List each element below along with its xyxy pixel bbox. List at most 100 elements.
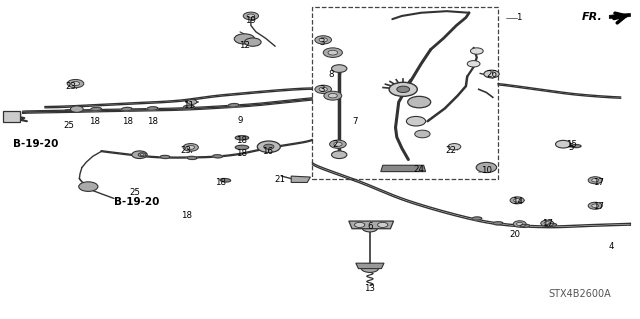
Circle shape [378, 222, 388, 227]
Text: 4: 4 [609, 242, 614, 251]
Circle shape [592, 179, 599, 182]
Circle shape [332, 151, 347, 159]
Circle shape [514, 198, 521, 202]
Circle shape [328, 93, 337, 98]
Circle shape [70, 106, 83, 112]
Circle shape [588, 177, 602, 184]
Circle shape [408, 96, 431, 108]
Text: 5: 5 [569, 143, 574, 152]
Circle shape [406, 116, 426, 126]
Polygon shape [147, 107, 157, 110]
Text: 17: 17 [541, 219, 553, 228]
Polygon shape [349, 221, 394, 229]
Circle shape [244, 38, 261, 46]
Text: 13: 13 [364, 284, 376, 293]
Text: 18: 18 [122, 117, 134, 126]
Text: 18: 18 [181, 211, 193, 220]
Text: 19: 19 [246, 16, 256, 25]
Circle shape [592, 204, 599, 208]
Circle shape [470, 48, 483, 54]
Circle shape [183, 144, 198, 151]
Polygon shape [493, 222, 503, 225]
Circle shape [138, 153, 146, 157]
Text: 21: 21 [275, 175, 286, 184]
Circle shape [243, 12, 259, 20]
Polygon shape [236, 136, 249, 140]
Circle shape [315, 36, 332, 44]
Polygon shape [381, 165, 426, 172]
Circle shape [397, 86, 410, 93]
Circle shape [355, 222, 365, 227]
Polygon shape [236, 145, 249, 150]
Circle shape [315, 85, 332, 93]
Text: 17: 17 [593, 202, 604, 211]
Circle shape [513, 221, 526, 227]
Polygon shape [160, 155, 170, 159]
Circle shape [415, 130, 430, 138]
Text: 18: 18 [215, 178, 227, 187]
Text: 15: 15 [566, 140, 577, 149]
Text: 23: 23 [180, 146, 191, 155]
Circle shape [541, 220, 554, 226]
Polygon shape [571, 145, 581, 148]
Polygon shape [472, 217, 482, 220]
Text: 24: 24 [413, 165, 425, 174]
Text: B-19-20: B-19-20 [13, 139, 58, 149]
Text: 18: 18 [236, 149, 248, 158]
Text: 11: 11 [183, 101, 195, 110]
Circle shape [72, 82, 79, 86]
Circle shape [361, 263, 379, 272]
Circle shape [319, 87, 328, 92]
Circle shape [362, 224, 378, 232]
Polygon shape [184, 105, 194, 108]
Text: 10: 10 [481, 166, 492, 175]
Text: FR.: FR. [582, 11, 603, 22]
Circle shape [264, 144, 274, 149]
Text: 1: 1 [516, 13, 521, 22]
Circle shape [484, 70, 499, 78]
Circle shape [544, 222, 550, 225]
Text: 6: 6 [367, 222, 372, 231]
Circle shape [234, 34, 255, 44]
Circle shape [334, 142, 342, 146]
Polygon shape [291, 176, 310, 182]
Circle shape [319, 38, 328, 42]
Polygon shape [3, 111, 20, 122]
Circle shape [323, 48, 342, 57]
Polygon shape [356, 263, 384, 269]
Text: 12: 12 [239, 41, 250, 50]
Text: 14: 14 [511, 197, 523, 206]
Text: B-19-20: B-19-20 [114, 197, 159, 207]
Circle shape [328, 50, 338, 55]
Text: 20: 20 [509, 230, 521, 239]
Text: STX4B2600A: STX4B2600A [548, 289, 611, 299]
Polygon shape [520, 224, 530, 227]
Circle shape [67, 79, 84, 88]
Circle shape [510, 197, 524, 204]
Polygon shape [122, 107, 132, 111]
Circle shape [332, 65, 347, 72]
Circle shape [389, 82, 417, 96]
Circle shape [187, 145, 195, 149]
Text: 16: 16 [262, 147, 273, 156]
Circle shape [556, 140, 571, 148]
Circle shape [79, 182, 98, 191]
Text: 22: 22 [445, 146, 457, 155]
Text: 18: 18 [89, 117, 100, 126]
Polygon shape [220, 179, 230, 182]
Text: 25: 25 [63, 121, 75, 130]
Text: 25: 25 [129, 188, 140, 197]
Text: 8: 8 [329, 70, 334, 78]
Circle shape [132, 151, 147, 159]
Text: 26: 26 [486, 70, 497, 78]
Text: 18: 18 [147, 117, 158, 126]
Polygon shape [547, 223, 557, 226]
Text: 23: 23 [65, 82, 76, 91]
Polygon shape [212, 155, 223, 158]
Circle shape [324, 91, 342, 100]
Text: 17: 17 [593, 178, 604, 187]
Polygon shape [228, 103, 239, 107]
Text: 18: 18 [236, 137, 248, 145]
Circle shape [257, 141, 280, 152]
Circle shape [588, 202, 602, 209]
